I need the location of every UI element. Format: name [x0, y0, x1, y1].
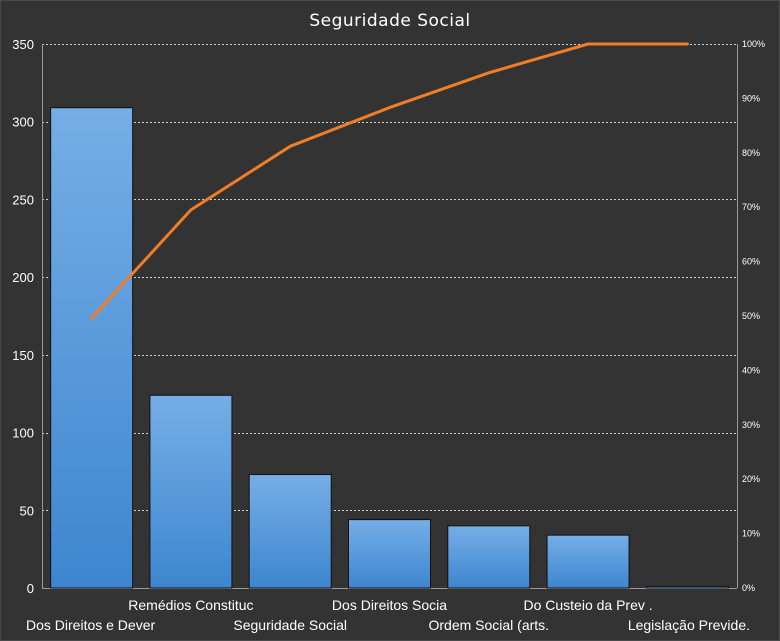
chart-title: Seguridade Social [309, 11, 470, 31]
left-tick-label: 300 [12, 115, 34, 130]
right-tick-label: 60% [742, 257, 760, 267]
x-tick-label: Dos Direitos e Dever [26, 617, 155, 633]
x-tick-label: Legislação Previde. [628, 617, 750, 633]
right-tick-label: 20% [742, 474, 760, 484]
right-tick-label: 70% [742, 202, 760, 212]
left-axis-ticks: 0 50 100 150 200 250 300 350 [12, 37, 34, 596]
left-tick-label: 200 [12, 270, 34, 285]
bar-6 [546, 534, 630, 589]
bar-1 [50, 107, 134, 589]
right-tick-label: 100% [742, 39, 765, 49]
left-tick-label: 100 [12, 426, 34, 441]
bar-7 [645, 585, 729, 589]
right-tick-label: 10% [742, 529, 760, 539]
bar-3 [248, 474, 332, 589]
x-tick-label: Seguridade Social [233, 617, 347, 633]
x-tick-label: Do Custeio da Prev . [523, 597, 652, 613]
x-tick-label: Remédios Constituc [128, 597, 253, 613]
left-tick-label: 150 [12, 348, 34, 363]
right-tick-label: 0% [742, 583, 755, 593]
right-tick-label: 80% [742, 148, 760, 158]
left-tick-label: 350 [12, 37, 34, 52]
bar-5 [447, 525, 531, 589]
left-tick-label: 0 [27, 581, 34, 596]
gridlines [42, 44, 738, 589]
bar-4 [348, 519, 431, 589]
right-tick-label: 90% [742, 93, 760, 103]
right-axis-ticks: 0% 10% 20% 30% 40% 50% 60% 70% 80% 90% 100% [742, 39, 765, 593]
bar-2 [149, 394, 233, 589]
x-tick-label: Dos Direitos Socia [332, 597, 447, 613]
right-tick-label: 30% [742, 420, 760, 430]
x-axis-ticks: Dos Direitos e Dever Remédios Constituc Se… [26, 597, 750, 633]
right-tick-label: 40% [742, 365, 760, 375]
right-tick-label: 50% [742, 311, 760, 321]
x-tick-label: Ordem Social (arts. [428, 617, 549, 633]
cumulative-line-layer [90, 42, 689, 320]
bars [50, 107, 729, 589]
left-tick-label: 50 [20, 503, 34, 518]
left-tick-label: 250 [12, 192, 34, 207]
cumulative-line [90, 42, 689, 320]
